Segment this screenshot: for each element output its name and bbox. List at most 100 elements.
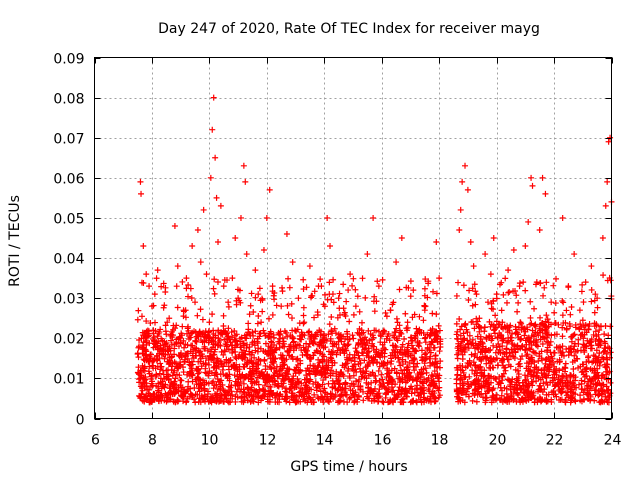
data-point [429,310,436,317]
data-point [381,328,388,335]
data-point [579,317,586,324]
data-point [365,372,372,379]
data-point [571,340,578,347]
y-tick-label: 0.09 [53,52,84,68]
data-point [551,371,558,378]
data-point [231,361,238,368]
data-point [173,340,180,347]
data-point [588,342,595,349]
data-point [332,330,339,337]
data-point [313,347,320,354]
data-point [237,344,244,351]
data-point [584,337,591,344]
data-point [477,349,484,356]
data-point [526,338,533,345]
data-point [297,360,304,367]
plot-frame [94,57,612,419]
data-point [286,343,293,350]
data-point [511,386,518,393]
data-point [261,382,268,389]
data-point [460,369,467,376]
data-point [157,366,164,373]
data-point [327,395,334,402]
data-point [208,348,215,355]
data-point [214,279,221,286]
data-point [177,339,184,346]
data-point [536,382,543,389]
data-point [350,311,357,318]
data-point [289,390,296,397]
data-point [329,343,336,350]
data-point [210,327,217,334]
data-point [223,277,230,284]
data-point [527,298,534,305]
data-point [534,343,541,350]
data-point [602,340,609,347]
data-point [240,340,247,347]
data-point [270,292,277,299]
data-point [136,371,143,378]
data-point [141,363,148,370]
data-point [270,373,277,380]
data-point [254,389,261,396]
data-point [255,394,262,401]
data-point [372,353,379,360]
data-point [414,339,421,346]
data-point [297,388,304,395]
data-point [189,361,196,368]
data-point [292,367,299,374]
data-points [134,94,615,406]
data-point [247,378,254,385]
data-point [513,343,520,350]
data-point [210,334,217,341]
data-point [396,322,403,329]
data-point [254,374,261,381]
data-point [273,302,280,309]
data-point [340,305,347,312]
data-point [277,351,284,358]
x-tick-label: 18 [431,433,449,449]
data-point [347,271,354,278]
data-point [199,353,206,360]
data-point [144,327,151,334]
data-point [537,280,544,287]
data-point [531,322,538,329]
data-point [192,329,199,336]
data-point [162,322,169,329]
data-point [367,388,374,395]
data-point [588,298,595,305]
data-point [464,378,471,385]
data-point [167,359,174,366]
data-point [512,330,519,337]
data-point [390,387,397,394]
data-point [324,391,331,398]
data-point [543,391,550,398]
data-point [183,399,190,406]
data-point [477,356,484,363]
data-point [421,360,428,367]
data-point [411,389,418,396]
data-point [401,335,408,342]
data-point [180,313,187,320]
data-point [210,94,217,101]
data-point [601,331,608,338]
data-point [235,295,242,302]
data-point [279,284,286,291]
data-point [153,371,160,378]
data-point [498,307,505,314]
data-point [327,390,334,397]
data-point [135,364,142,371]
data-point [325,380,332,387]
data-point [220,312,227,319]
data-point [318,283,325,290]
data-point [587,376,594,383]
data-point [336,290,343,297]
data-point [539,174,546,181]
data-point [311,314,318,321]
data-point [309,339,316,346]
data-point [551,320,558,327]
data-point [197,259,204,266]
data-point [465,340,472,347]
data-point [250,363,257,370]
data-point [161,384,168,391]
